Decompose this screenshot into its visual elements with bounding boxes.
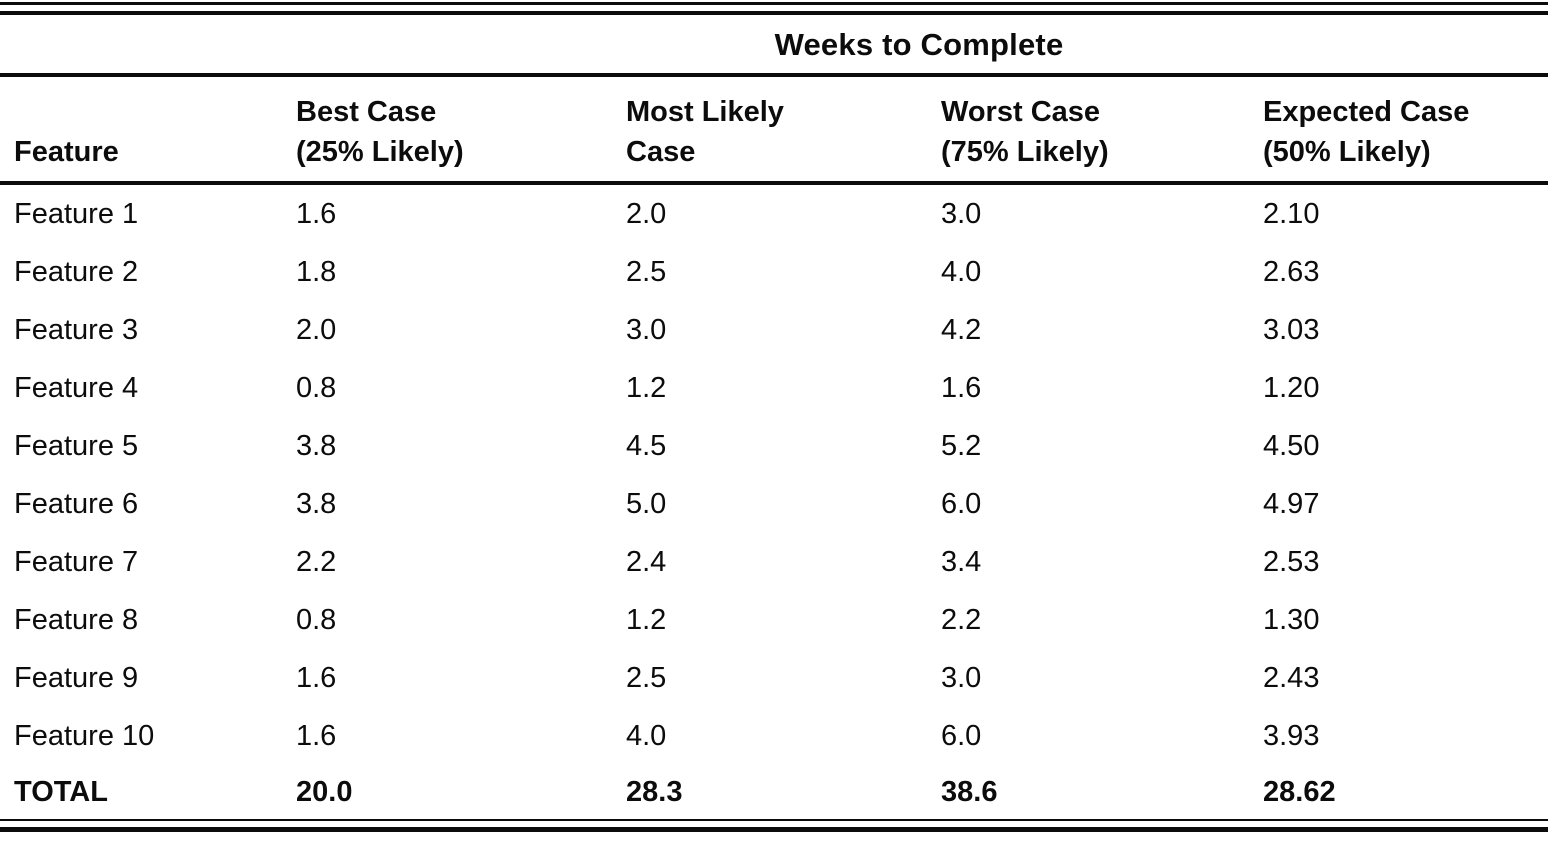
- expected-case-cell: 2.10: [1263, 197, 1320, 230]
- expected-case-cell: 4.50: [1263, 429, 1320, 462]
- column-header-best-case-line1: Best Case: [296, 95, 437, 128]
- column-header-most-likely-line1: Most Likely: [626, 95, 784, 128]
- total-expected-case-cell: 28.62: [1263, 775, 1336, 808]
- most-likely-cell: 4.0: [626, 719, 667, 752]
- best-case-cell: 1.6: [296, 197, 337, 230]
- column-header-most-likely: Most Likely Case: [620, 77, 935, 181]
- best-case-cell: 1.6: [296, 661, 337, 694]
- column-header-feature-line1: Feature: [14, 135, 119, 168]
- most-likely-cell: 4.5: [626, 429, 667, 462]
- total-most-likely-cell: 28.3: [626, 775, 683, 808]
- worst-case-cell: 6.0: [941, 487, 982, 520]
- feature-cell: Feature 5: [14, 429, 139, 462]
- best-case-cell: 2.0: [296, 313, 337, 346]
- feature-cell: Feature 1: [14, 197, 139, 230]
- table-spanner-title: Weeks to Complete: [774, 27, 1064, 62]
- column-header-worst-case-line2: (75% Likely): [941, 135, 1109, 168]
- most-likely-cell: 3.0: [626, 313, 667, 346]
- worst-case-cell: 3.4: [941, 545, 982, 578]
- column-header-worst-case: Worst Case (75% Likely): [935, 77, 1257, 181]
- column-header-worst-case-line1: Worst Case: [941, 95, 1101, 128]
- total-best-case-cell: 20.0: [296, 775, 353, 808]
- header-underline-rule: [0, 181, 1548, 185]
- best-case-cell: 1.6: [296, 719, 337, 752]
- most-likely-cell: 2.4: [626, 545, 667, 578]
- worst-case-cell: 1.6: [941, 371, 982, 404]
- most-likely-cell: 1.2: [626, 603, 667, 636]
- expected-case-cell: 3.93: [1263, 719, 1320, 752]
- worst-case-cell: 6.0: [941, 719, 982, 752]
- most-likely-cell: 2.5: [626, 661, 667, 694]
- total-worst-case-cell: 38.6: [941, 775, 998, 808]
- feature-cell: Feature 7: [14, 545, 139, 578]
- feature-cell: Feature 6: [14, 487, 139, 520]
- column-header-feature: Feature: [0, 77, 290, 181]
- feature-cell: Feature 2: [14, 255, 139, 288]
- best-case-cell: 1.8: [296, 255, 337, 288]
- column-header-expected-case-line1: Expected Case: [1263, 95, 1470, 128]
- total-label-cell: TOTAL: [14, 775, 108, 808]
- expected-case-cell: 4.97: [1263, 487, 1320, 520]
- bottom-double-rule: [0, 819, 1548, 832]
- top-double-rule: [0, 2, 1548, 15]
- best-case-cell: 3.8: [296, 487, 337, 520]
- best-case-cell: 0.8: [296, 603, 337, 636]
- worst-case-cell: 4.0: [941, 255, 982, 288]
- expected-case-cell: 2.53: [1263, 545, 1320, 578]
- most-likely-cell: 1.2: [626, 371, 667, 404]
- spanner-underline-rule: [0, 73, 1548, 77]
- most-likely-cell: 5.0: [626, 487, 667, 520]
- expected-case-cell: 2.43: [1263, 661, 1320, 694]
- feature-cell: Feature 9: [14, 661, 139, 694]
- best-case-cell: 0.8: [296, 371, 337, 404]
- column-header-best-case: Best Case (25% Likely): [290, 77, 620, 181]
- expected-case-cell: 3.03: [1263, 313, 1320, 346]
- expected-case-cell: 1.20: [1263, 371, 1320, 404]
- most-likely-cell: 2.0: [626, 197, 667, 230]
- feature-cell: Feature 8: [14, 603, 139, 636]
- expected-case-cell: 2.63: [1263, 255, 1320, 288]
- column-header-expected-case-line2: (50% Likely): [1263, 135, 1431, 168]
- column-header-best-case-line2: (25% Likely): [296, 135, 464, 168]
- worst-case-cell: 3.0: [941, 661, 982, 694]
- worst-case-cell: 3.0: [941, 197, 982, 230]
- column-header-most-likely-line2: Case: [626, 135, 696, 168]
- best-case-cell: 3.8: [296, 429, 337, 462]
- feature-cell: Feature 10: [14, 719, 155, 752]
- worst-case-cell: 5.2: [941, 429, 982, 462]
- worst-case-cell: 4.2: [941, 313, 982, 346]
- feature-cell: Feature 3: [14, 313, 139, 346]
- column-header-expected-case: Expected Case (50% Likely): [1257, 77, 1548, 181]
- feature-cell: Feature 4: [14, 371, 139, 404]
- most-likely-cell: 2.5: [626, 255, 667, 288]
- spanner-spacer: [0, 15, 290, 73]
- best-case-cell: 2.2: [296, 545, 337, 578]
- worst-case-cell: 2.2: [941, 603, 982, 636]
- expected-case-cell: 1.30: [1263, 603, 1320, 636]
